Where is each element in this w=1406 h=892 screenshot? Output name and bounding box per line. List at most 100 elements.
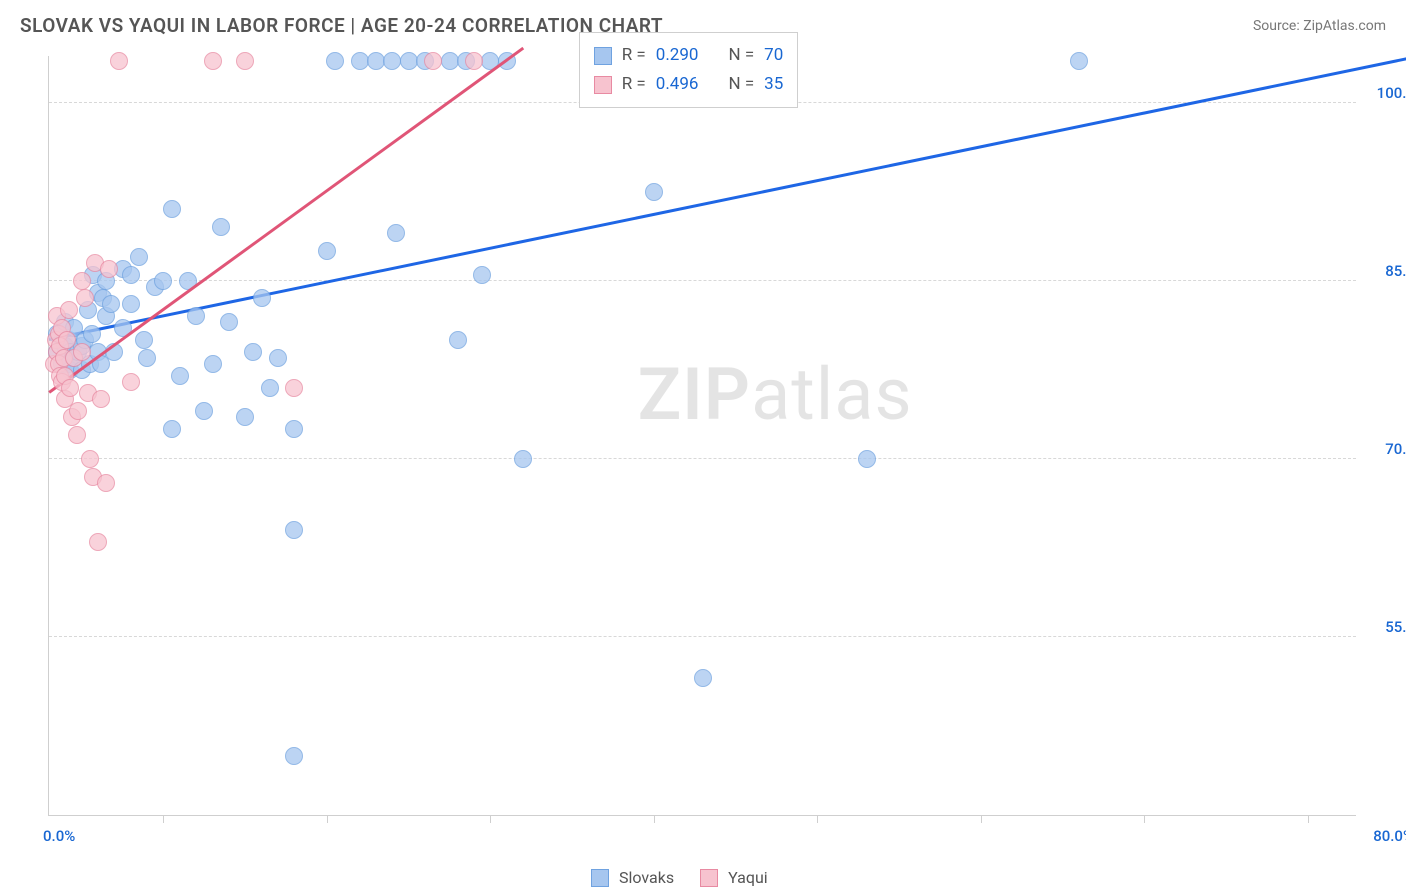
source-label: Source: ZipAtlas.com	[1253, 18, 1386, 34]
data-point	[514, 450, 532, 468]
data-point	[61, 379, 79, 397]
data-point	[60, 301, 78, 319]
data-point	[138, 349, 156, 367]
data-point	[102, 295, 120, 313]
data-point	[122, 373, 140, 391]
r-value: 0.290	[656, 41, 699, 70]
data-point	[244, 343, 262, 361]
x-tick	[490, 815, 491, 823]
legend-swatch	[591, 869, 609, 887]
data-point	[220, 313, 238, 331]
data-point	[195, 402, 213, 420]
legend-swatch	[594, 47, 612, 65]
data-point	[351, 52, 369, 70]
data-point	[163, 420, 181, 438]
y-tick-label: 55.0%	[1366, 618, 1406, 636]
data-point	[383, 52, 401, 70]
data-point	[76, 289, 94, 307]
data-point	[100, 260, 118, 278]
data-point	[326, 52, 344, 70]
y-tick-label: 100.0%	[1366, 84, 1406, 102]
legend-swatch	[700, 869, 718, 887]
legend-stats: R = 0.290 N = 70 R = 0.496 N = 35	[579, 32, 799, 108]
legend-label: Slovaks	[619, 868, 674, 887]
r-label: R =	[622, 70, 646, 99]
data-point	[285, 747, 303, 765]
data-point	[285, 521, 303, 539]
data-point	[122, 295, 140, 313]
data-point	[1070, 52, 1088, 70]
n-value: 70	[764, 41, 783, 70]
data-point	[163, 200, 181, 218]
legend-swatch	[594, 76, 612, 94]
chart-title: SLOVAK VS YAQUI IN LABOR FORCE | AGE 20-…	[20, 14, 663, 37]
data-point	[261, 379, 279, 397]
data-point	[236, 52, 254, 70]
data-point	[465, 52, 483, 70]
data-point	[204, 52, 222, 70]
data-point	[424, 52, 442, 70]
data-point	[83, 325, 101, 343]
data-point	[473, 266, 491, 284]
data-point	[367, 52, 385, 70]
y-tick-label: 70.0%	[1366, 440, 1406, 458]
data-point	[285, 379, 303, 397]
data-point	[154, 272, 172, 290]
data-point	[318, 242, 336, 260]
chart-container: In Labor Force | Age 20-24 100.0%85.0%70…	[0, 48, 1406, 892]
data-point	[253, 289, 271, 307]
data-point	[171, 367, 189, 385]
r-label: R =	[622, 41, 646, 70]
x-tick	[981, 815, 982, 823]
data-point	[645, 183, 663, 201]
data-point	[694, 669, 712, 687]
data-point	[441, 52, 459, 70]
watermark: ZIPatlas	[638, 352, 913, 437]
legend-stat-row: R = 0.496 N = 35	[594, 70, 784, 99]
data-point	[204, 355, 222, 373]
data-point	[130, 248, 148, 266]
data-point	[187, 307, 205, 325]
x-tick	[1308, 815, 1309, 823]
data-point	[387, 224, 405, 242]
x-tick	[1144, 815, 1145, 823]
data-point	[285, 420, 303, 438]
data-point	[122, 266, 140, 284]
data-point	[73, 343, 91, 361]
plot-area: 100.0%85.0%70.0%55.0%0.0%80.0%ZIPatlasR …	[48, 56, 1356, 816]
data-point	[400, 52, 418, 70]
data-point	[449, 331, 467, 349]
x-tick	[817, 815, 818, 823]
data-point	[68, 426, 86, 444]
legend-stat-row: R = 0.290 N = 70	[594, 41, 784, 70]
x-tick	[654, 815, 655, 823]
legend-item: Slovaks	[591, 868, 674, 887]
data-point	[69, 402, 87, 420]
gridline	[49, 458, 1356, 459]
data-point	[97, 474, 115, 492]
r-value: 0.496	[656, 70, 699, 99]
x-axis-label: 80.0%	[1373, 827, 1406, 845]
data-point	[858, 450, 876, 468]
legend-item: Yaqui	[700, 868, 768, 887]
x-axis-label: 0.0%	[43, 827, 75, 845]
data-point	[73, 272, 91, 290]
data-point	[269, 349, 287, 367]
data-point	[236, 408, 254, 426]
data-point	[81, 450, 99, 468]
gridline	[49, 636, 1356, 637]
data-point	[212, 218, 230, 236]
n-label: N =	[728, 70, 754, 99]
data-point	[89, 533, 107, 551]
y-tick-label: 85.0%	[1366, 262, 1406, 280]
gridline	[49, 280, 1356, 281]
legend-series: Slovaks Yaqui	[591, 868, 768, 887]
data-point	[110, 52, 128, 70]
legend-label: Yaqui	[728, 868, 768, 887]
n-label: N =	[728, 41, 754, 70]
data-point	[92, 390, 110, 408]
x-tick	[163, 815, 164, 823]
x-tick	[327, 815, 328, 823]
data-point	[135, 331, 153, 349]
n-value: 35	[764, 70, 783, 99]
